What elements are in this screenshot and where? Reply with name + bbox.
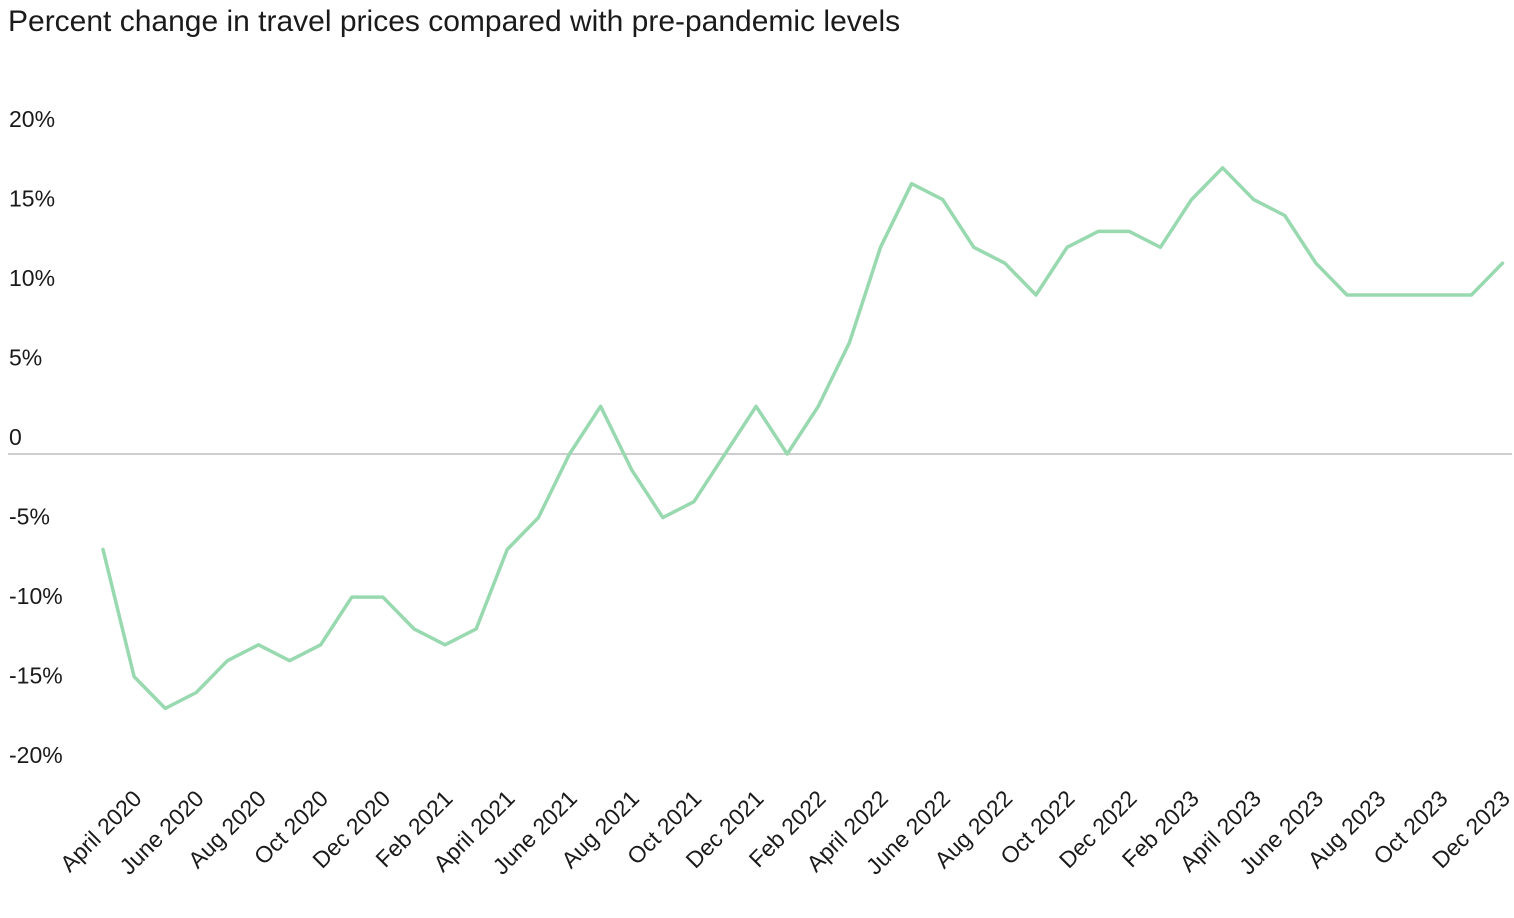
data-point	[723, 452, 727, 456]
data-point	[163, 706, 167, 710]
data-point	[1345, 293, 1349, 297]
data-point	[257, 643, 261, 647]
data-point	[941, 198, 945, 202]
data-point	[1283, 214, 1287, 218]
data-point	[1096, 229, 1100, 233]
data-point	[474, 627, 478, 631]
data-point	[1501, 261, 1505, 265]
data-point	[661, 516, 665, 520]
data-point	[288, 659, 292, 663]
y-tick-label: 5%	[9, 345, 42, 371]
data-point	[412, 627, 416, 631]
data-point	[505, 547, 509, 551]
data-point	[754, 404, 758, 408]
y-tick-label: -10%	[9, 583, 63, 609]
data-point	[443, 643, 447, 647]
data-point	[1127, 229, 1131, 233]
data-point	[1003, 261, 1007, 265]
data-point	[1221, 166, 1225, 170]
data-point	[847, 341, 851, 345]
data-point	[132, 675, 136, 679]
data-point	[194, 691, 198, 695]
data-point	[972, 245, 976, 249]
data-point	[879, 245, 883, 249]
data-point	[910, 182, 914, 186]
series-line	[101, 166, 1505, 711]
data-point	[630, 468, 634, 472]
data-point	[1158, 245, 1162, 249]
data-point	[692, 500, 696, 504]
data-point	[1314, 261, 1318, 265]
data-point	[225, 659, 229, 663]
y-tick-label: 15%	[9, 186, 55, 212]
data-point	[101, 547, 105, 551]
chart-title: Percent change in travel prices compared…	[8, 5, 900, 38]
y-tick-label: -15%	[9, 663, 63, 689]
data-point	[350, 595, 354, 599]
data-point	[1376, 293, 1380, 297]
data-point	[1407, 293, 1411, 297]
data-point	[599, 404, 603, 408]
data-point	[536, 516, 540, 520]
data-point	[1065, 245, 1069, 249]
y-tick-label: -20%	[9, 742, 63, 768]
data-point	[785, 452, 789, 456]
data-point	[1034, 293, 1038, 297]
data-point	[1252, 198, 1256, 202]
y-tick-label: 20%	[9, 106, 55, 132]
y-tick-label: -5%	[9, 504, 50, 530]
data-point	[1469, 293, 1473, 297]
data-point	[1190, 198, 1194, 202]
data-point	[1438, 293, 1442, 297]
data-point	[381, 595, 385, 599]
data-point	[816, 404, 820, 408]
y-tick-label: 10%	[9, 265, 55, 291]
y-axis-ticks: 20% 15% 10% 5% 0 -5% -10% -15% -20%	[9, 106, 63, 768]
y-tick-label: 0	[9, 424, 22, 450]
data-point	[319, 643, 323, 647]
data-point	[568, 452, 572, 456]
series-group	[101, 166, 1505, 711]
